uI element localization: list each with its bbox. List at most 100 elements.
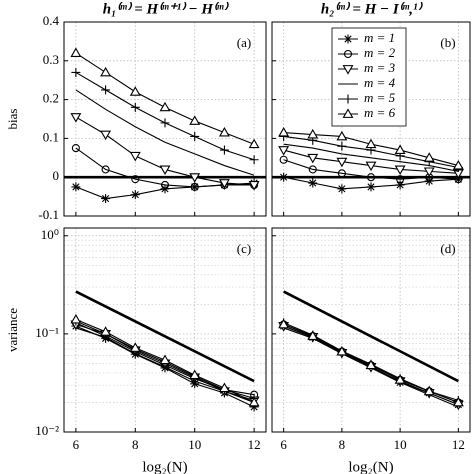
marker	[219, 145, 229, 155]
marker	[70, 113, 82, 123]
marker	[248, 396, 260, 407]
reference-line	[75, 290, 255, 383]
x-tick-label: 6	[73, 437, 80, 452]
marker	[365, 138, 377, 149]
marker	[129, 151, 141, 162]
x-tick-label: 12	[452, 437, 465, 452]
marker	[101, 165, 110, 174]
y-tick-label: 10⁻²	[35, 423, 59, 438]
plot-frame	[63, 227, 267, 433]
x-tick-label: 8	[132, 437, 139, 452]
marker	[218, 382, 230, 393]
marker	[70, 313, 82, 324]
marker	[423, 152, 435, 162]
legend: m = 1m = 2m = 3m = 4m = 5m = 6	[331, 27, 407, 127]
marker	[343, 34, 353, 44]
marker	[71, 144, 80, 153]
marker	[307, 153, 319, 164]
marker	[365, 359, 377, 370]
marker	[278, 126, 290, 137]
marker	[337, 141, 347, 151]
marker	[100, 66, 112, 77]
legend-label: m = 4	[364, 75, 396, 90]
marker	[130, 102, 140, 112]
marker	[189, 115, 201, 125]
x-tick-label: 8	[339, 437, 346, 452]
plot-frame	[271, 227, 471, 433]
panel-label: (a)	[237, 35, 251, 50]
legend-label: m = 2	[364, 45, 396, 60]
marker	[366, 173, 376, 182]
marker	[190, 182, 199, 191]
marker	[337, 169, 346, 178]
y-tick-label: 10⁻¹	[35, 325, 59, 340]
plot-frame	[63, 21, 267, 217]
marker	[307, 128, 319, 139]
marker	[100, 130, 112, 141]
y-tick-label: 0.4	[43, 13, 60, 28]
marker	[159, 165, 171, 176]
marker	[190, 379, 200, 389]
marker	[100, 326, 112, 336]
series-line	[283, 159, 459, 180]
marker	[308, 178, 318, 188]
reference-line	[283, 290, 459, 383]
marker	[394, 165, 406, 176]
y-tick-label: 0.3	[43, 52, 59, 67]
marker	[342, 65, 354, 75]
y-tick-label: 0.1	[43, 129, 59, 144]
x-tick-label: 10	[188, 437, 201, 452]
x-tick-label: 12	[248, 437, 261, 452]
marker	[160, 118, 170, 128]
marker	[365, 161, 377, 172]
panel-label: (c)	[237, 241, 251, 256]
marker	[129, 342, 141, 352]
series-line	[75, 89, 255, 176]
legend-box	[331, 27, 407, 127]
legend-label: m = 3	[364, 60, 396, 75]
marker	[337, 184, 347, 194]
marker	[395, 180, 405, 190]
x-tick-label: 10	[394, 437, 407, 452]
panel-label: (b)	[440, 35, 455, 50]
marker	[218, 126, 230, 137]
marker	[159, 354, 171, 365]
marker	[71, 67, 81, 77]
marker	[394, 374, 406, 384]
x-tick-label: 6	[280, 437, 287, 452]
marker	[452, 396, 464, 407]
marker	[249, 402, 259, 412]
marker	[101, 85, 111, 95]
plot-frame	[271, 21, 471, 217]
y-tick-label: -0.1	[38, 207, 59, 222]
marker	[101, 194, 111, 204]
marker	[453, 174, 463, 184]
marker	[336, 130, 348, 141]
marker	[71, 182, 81, 192]
marker	[343, 94, 353, 104]
marker	[423, 167, 435, 177]
marker	[342, 108, 354, 118]
marker	[343, 49, 353, 59]
marker	[131, 175, 140, 184]
marker	[278, 318, 290, 329]
marker	[423, 385, 435, 396]
marker	[279, 155, 288, 164]
x-axis-label: log₂(N)	[348, 459, 393, 474]
y-tick-label: 0.2	[43, 91, 59, 106]
marker	[159, 101, 171, 112]
x-axis-label: log₂(N)	[142, 459, 187, 474]
marker	[70, 47, 82, 57]
marker	[307, 330, 319, 340]
marker	[308, 165, 317, 174]
marker	[130, 190, 140, 200]
y-tick-label: 10⁰	[41, 227, 59, 242]
y-axis-label: bias	[5, 109, 20, 130]
panel-label: (d)	[440, 241, 455, 256]
y-tick-label: 0	[53, 168, 60, 183]
y-axis-label: variance	[5, 308, 20, 352]
chart-title: h₁⁽ᵐ⁾ = H⁽ᵐ⁺¹⁾ − H⁽ᵐ⁾	[103, 1, 230, 17]
marker	[278, 146, 290, 156]
marker	[189, 173, 201, 183]
